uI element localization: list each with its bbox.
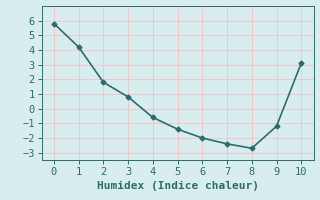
X-axis label: Humidex (Indice chaleur): Humidex (Indice chaleur) (97, 181, 259, 191)
